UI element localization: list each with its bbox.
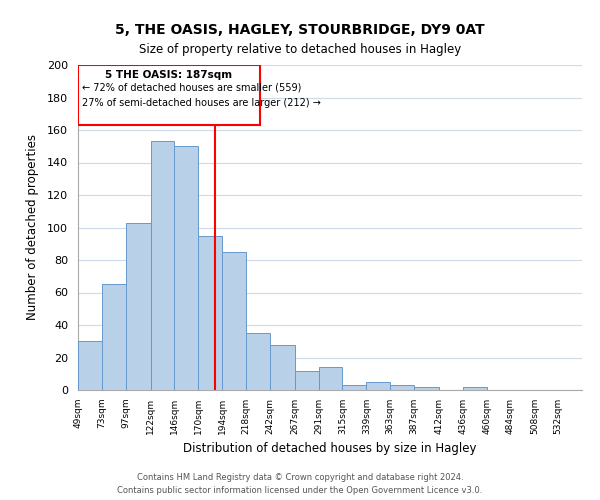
Text: 27% of semi-detached houses are larger (212) →: 27% of semi-detached houses are larger (…	[82, 98, 321, 108]
Bar	[102, 284, 126, 390]
Bar	[463, 387, 487, 390]
Bar	[343, 385, 366, 390]
Bar	[295, 370, 319, 390]
Bar	[151, 142, 175, 390]
Bar	[126, 222, 151, 390]
Text: ← 72% of detached houses are smaller (559): ← 72% of detached houses are smaller (55…	[82, 83, 301, 93]
Text: 5, THE OASIS, HAGLEY, STOURBRIDGE, DY9 0AT: 5, THE OASIS, HAGLEY, STOURBRIDGE, DY9 0…	[115, 22, 485, 36]
Bar	[78, 65, 260, 125]
Bar	[390, 385, 414, 390]
Bar	[270, 344, 295, 390]
X-axis label: Distribution of detached houses by size in Hagley: Distribution of detached houses by size …	[183, 442, 477, 456]
Bar	[246, 333, 270, 390]
Bar	[222, 252, 246, 390]
Text: Contains public sector information licensed under the Open Government Licence v3: Contains public sector information licen…	[118, 486, 482, 495]
Text: Contains HM Land Registry data © Crown copyright and database right 2024.: Contains HM Land Registry data © Crown c…	[137, 474, 463, 482]
Bar	[78, 341, 102, 390]
Bar	[319, 367, 343, 390]
Bar	[175, 146, 198, 390]
Text: 5 THE OASIS: 187sqm: 5 THE OASIS: 187sqm	[106, 70, 233, 80]
Bar	[366, 382, 390, 390]
Bar	[198, 236, 222, 390]
Y-axis label: Number of detached properties: Number of detached properties	[26, 134, 39, 320]
Bar	[414, 387, 439, 390]
Text: Size of property relative to detached houses in Hagley: Size of property relative to detached ho…	[139, 42, 461, 56]
